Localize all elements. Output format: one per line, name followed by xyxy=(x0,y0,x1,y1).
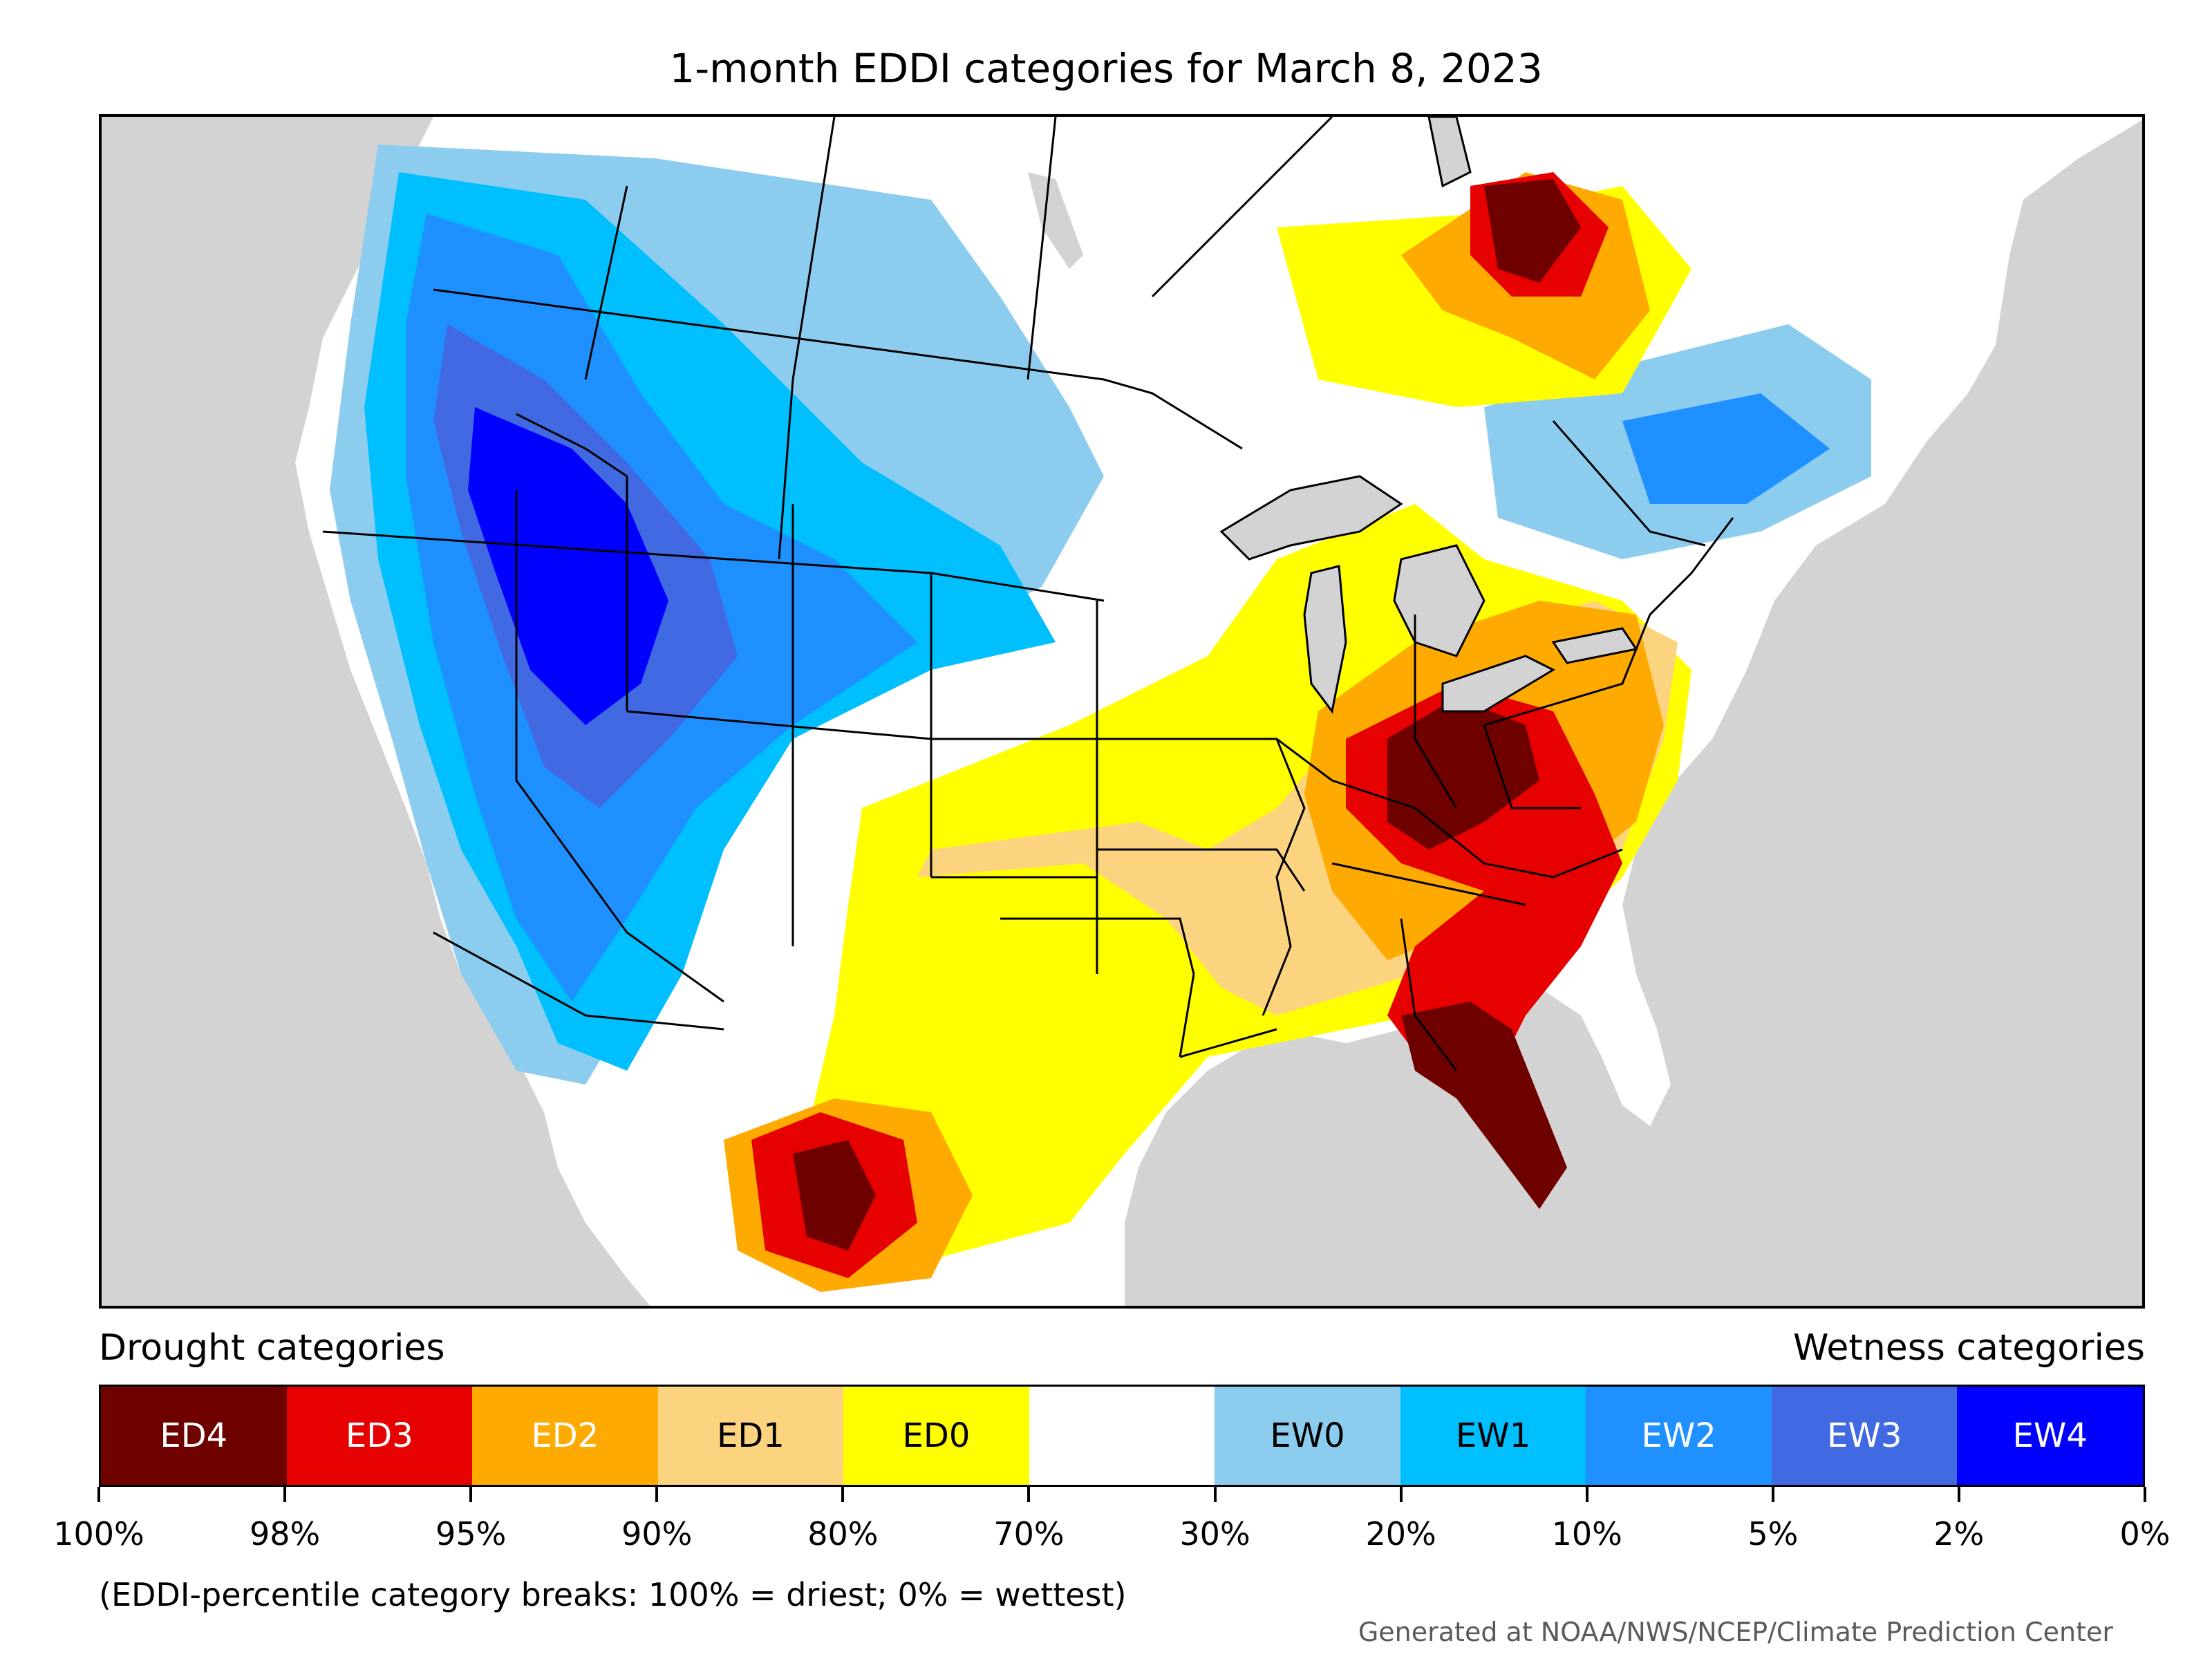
colorbar-cell-ed2: ED2 xyxy=(472,1387,658,1485)
break-label: 90% xyxy=(621,1515,693,1553)
break-label: 30% xyxy=(1179,1515,1250,1553)
break-tick xyxy=(283,1487,287,1502)
break-label: 70% xyxy=(993,1515,1065,1553)
region-ed4-ontario xyxy=(1484,179,1581,283)
break-tick xyxy=(1585,1487,1588,1502)
lake-erie xyxy=(1441,655,1556,713)
boundary-lines xyxy=(322,117,1734,1071)
break-tick xyxy=(97,1487,100,1502)
eddi-map-canvas xyxy=(102,117,2142,1306)
break-label: 100% xyxy=(53,1515,144,1553)
map-title: 1-month EDDI categories for March 8, 202… xyxy=(669,45,1543,92)
break-tick xyxy=(1213,1487,1217,1502)
credit-line: Generated at NOAA/NWS/NCEP/Climate Predi… xyxy=(1358,1617,2113,1647)
break-tick xyxy=(1771,1487,1774,1502)
break-label: 0% xyxy=(2119,1515,2171,1553)
lake-huron xyxy=(1393,544,1485,657)
region-ed4-south-texas xyxy=(793,1140,876,1250)
break-label: 98% xyxy=(249,1515,321,1553)
colorbar-cell-ew2: EW2 xyxy=(1586,1387,1772,1485)
lake-michigan xyxy=(1303,565,1347,714)
hudson-bay-inlet xyxy=(1427,117,1472,188)
colorbar-cell-ed1: ED1 xyxy=(657,1387,844,1485)
break-tick xyxy=(2144,1487,2146,1502)
region-ed4-ohio-valley xyxy=(1387,697,1539,850)
region-ed4-southeast xyxy=(1401,1002,1567,1209)
break-label: 95% xyxy=(435,1515,507,1553)
colorbar-cell-ed3: ED3 xyxy=(286,1387,473,1485)
break-label: 10% xyxy=(1551,1515,1622,1553)
break-label: 5% xyxy=(1747,1515,1799,1553)
colorbar-cell-ew3: EW3 xyxy=(1771,1387,1958,1485)
region-ew4-great-basin-core xyxy=(468,407,668,725)
wetness-categories-heading: Wetness categories xyxy=(1793,1327,2145,1369)
percentile-breaks: 100% 98% 95% 90% 80% 70% 30% 20% 10% 5% 2% 0% xyxy=(0,1487,2212,1556)
break-tick xyxy=(1399,1487,1403,1502)
break-label: 2% xyxy=(1933,1515,1985,1553)
colorbar-cell-ew0: EW0 xyxy=(1215,1387,1400,1485)
eddi-map xyxy=(99,114,2145,1309)
category-colorbar: ED4 ED3 ED2 ED1 ED0 EW0 EW1 EW2 EW3 EW4 xyxy=(99,1385,2145,1487)
region-ew2-northeast xyxy=(1622,393,1830,504)
break-tick xyxy=(841,1487,845,1502)
break-label: 20% xyxy=(1365,1515,1436,1553)
colorbar-cell-ed0: ED0 xyxy=(843,1387,1029,1485)
break-tick xyxy=(469,1487,473,1502)
lake-superior xyxy=(1219,475,1403,561)
break-tick xyxy=(655,1487,659,1502)
footnote: (EDDI-percentile category breaks: 100% =… xyxy=(99,1576,1127,1613)
break-tick xyxy=(1027,1487,1031,1502)
colorbar-cell-ew4: EW4 xyxy=(1957,1387,2144,1485)
colorbar-cell-ew1: EW1 xyxy=(1400,1387,1586,1485)
lake-winnipeg xyxy=(1028,172,1083,269)
colorbar-cell-neutral xyxy=(1029,1387,1215,1485)
break-label: 80% xyxy=(807,1515,879,1553)
break-tick xyxy=(1957,1487,1960,1502)
colorbar-cell-ed4: ED4 xyxy=(101,1387,287,1485)
drought-categories-heading: Drought categories xyxy=(99,1327,445,1369)
